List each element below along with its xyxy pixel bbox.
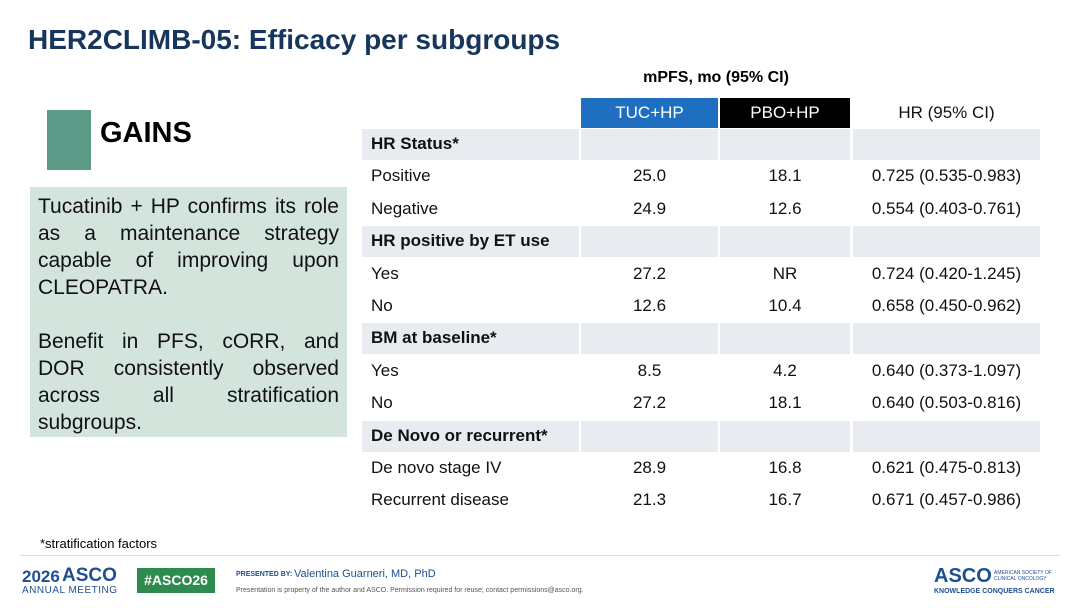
row-label: Recurrent disease (371, 490, 509, 510)
group-label: HR positive by ET use (371, 231, 550, 251)
row-label: Yes (371, 263, 399, 283)
cell-value: 12.6 (768, 198, 802, 218)
footer-brand: ASCO (62, 565, 117, 586)
cell-value: 24.9 (632, 198, 667, 218)
cell-value: 27.2 (632, 393, 667, 413)
slide-title: HER2CLIMB-05: Efficacy per subgroups (28, 24, 561, 55)
cell-value: 0.671 (0.457-0.986) (871, 490, 1022, 510)
column-header: HR (95% CI) (898, 103, 995, 122)
group-cell-bg (581, 420, 718, 452)
group-label: De Novo or recurrent* (371, 425, 548, 445)
group-label: HR Status* (371, 134, 459, 153)
row-label: Positive (371, 166, 431, 186)
gains-label: GAINS (100, 117, 192, 149)
group-cell-bg (720, 129, 850, 160)
cell-value: 27.2 (632, 263, 667, 283)
table-caption: mPFS, mo (95% CI) (643, 69, 789, 86)
group-cell-bg (720, 420, 850, 452)
disclaimer: Presentation is property of the author a… (236, 587, 584, 594)
group-cell-bg (362, 323, 579, 355)
cell-value: 18.1 (768, 393, 802, 413)
cell-value: NR (772, 263, 798, 283)
cell-value: 0.640 (0.503-0.816) (871, 393, 1022, 413)
cell-value: 0.724 (0.420-1.245) (871, 263, 1022, 283)
group-cell-bg (581, 323, 718, 355)
group-cell-bg (720, 323, 850, 355)
cell-value: 25.0 (632, 166, 667, 186)
cell-value: 21.3 (632, 490, 667, 510)
hashtag: #ASCO26 (137, 568, 215, 593)
cell-value: 16.7 (768, 490, 802, 510)
group-cell-bg (362, 226, 579, 258)
footer-meeting: ANNUAL MEETING (22, 585, 118, 596)
row-label: No (371, 296, 393, 315)
paragraph: Tucatinib + HP confirms its role as a ma… (38, 195, 339, 299)
presenter: Valentina Guarneri, MD, PhD (294, 568, 436, 580)
cell-value: 4.2 (773, 360, 797, 380)
cell-value: 0.725 (0.535-0.983) (871, 166, 1022, 186)
group-label: BM at baseline* (371, 328, 497, 348)
cell-value: 8.5 (637, 360, 662, 380)
row-label: No (371, 393, 393, 413)
row-label: Negative (371, 198, 439, 218)
group-cell-bg (581, 226, 718, 258)
cell-value: 18.1 (768, 166, 802, 186)
presented-by: PRESENTED BY: (236, 571, 293, 578)
footer-rule (20, 555, 1060, 556)
cell-value: 0.554 (0.403-0.761) (871, 198, 1022, 218)
footer-year: 2026 (22, 567, 60, 586)
column-header: PBO+HP (720, 98, 850, 128)
cell-value: 0.640 (0.373-1.097) (871, 360, 1022, 380)
group-cell-bg (720, 226, 850, 258)
group-cell-bg (853, 323, 1040, 355)
column-header: TUC+HP (581, 98, 718, 128)
society: AMERICAN SOCIETY OF CLINICAL ONCOLOGY (994, 570, 1052, 582)
group-cell-bg (362, 420, 579, 452)
cell-value: 12.6 (632, 296, 667, 315)
cell-value: 28.9 (632, 458, 667, 477)
group-cell-bg (853, 420, 1040, 452)
gains-marker (47, 110, 91, 170)
group-cell-bg (853, 226, 1040, 258)
cell-value: 16.8 (768, 458, 802, 477)
row-label: De novo stage IV (371, 458, 502, 477)
group-cell-bg (581, 129, 718, 160)
group-cell-bg (362, 129, 579, 160)
group-cell-bg (853, 129, 1040, 160)
paragraph: Benefit in PFS, cORR, and DOR consistent… (38, 330, 339, 434)
cell-value: 10.4 (768, 296, 802, 315)
cell-value: 0.658 (0.450-0.962) (871, 296, 1022, 315)
asco-logo: ASCO (934, 565, 992, 587)
gains-box: Tucatinib + HP confirms its role as a ma… (30, 187, 347, 437)
row-label: Yes (371, 360, 399, 380)
tagline: KNOWLEDGE CONQUERS CANCER (934, 588, 1055, 595)
footnote: *stratification factors (40, 536, 158, 551)
cell-value: 0.621 (0.475-0.813) (871, 458, 1022, 477)
